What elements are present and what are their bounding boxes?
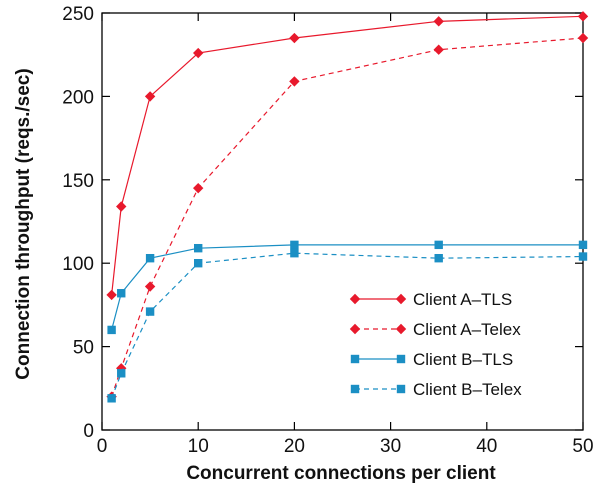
data-point-1 [577,11,589,22]
data-point-4 [145,307,155,316]
x-tick-label: 40 [476,436,497,457]
y-tick-label: 50 [73,338,94,359]
legend-marker [396,384,406,394]
y-axis-label: Connection throughput (reqs./sec) [13,68,34,379]
data-point-3 [434,240,443,250]
data-point-2 [289,76,300,87]
legend-label-3: Client B–TLS [413,350,513,369]
data-point-3 [578,240,588,250]
data-point-4 [290,248,299,258]
plot-frame [101,12,584,431]
legend-marker [396,354,406,364]
y-tick-label: 0 [83,421,94,442]
x-axis-label: Concurrent connections per client [186,463,496,484]
data-point-1 [433,16,444,27]
y-tick-label: 100 [62,254,94,275]
data-point-2 [577,32,589,44]
data-point-2 [193,182,204,194]
data-point-1 [289,32,300,44]
y-tick-label: 250 [62,4,94,25]
legend-marker [349,293,361,305]
plot-area: 0 10 20 30 40 50 0 50 100 150 200 250 Client A–TLS Cl… [62,4,593,457]
legend-marker [350,384,360,394]
data-point-3 [290,240,299,250]
data-point-4 [194,259,203,268]
data-point-3 [194,243,203,253]
x-tick-label: 0 [97,436,108,457]
y-tick-label: 200 [62,87,94,108]
legend-marker [395,293,407,305]
legend-marker [349,323,361,335]
x-tick-label: 10 [188,436,209,457]
data-point-3 [145,253,155,263]
data-point-3 [117,289,126,298]
data-point-1 [106,289,117,301]
data-point-3 [107,325,116,335]
data-point-1 [144,91,156,102]
data-point-4 [434,253,443,263]
series-line-2 [111,37,584,397]
legend-label-4: Client B–Telex [413,380,522,399]
legend-marker [395,323,407,335]
data-point-1 [193,47,204,59]
legend-marker [350,354,360,364]
x-tick-label: 20 [284,436,305,457]
series-line-1 [111,15,584,295]
legend-label-2: Client A–Telex [413,320,521,339]
data-point-4 [578,252,588,261]
data-point-2 [433,44,444,55]
legend-label-1: Client A–TLS [413,290,512,309]
data-point-1 [116,201,127,212]
y-tick-label: 150 [62,171,94,192]
x-tick-label: 50 [572,436,593,457]
data-point-2 [144,281,156,292]
x-tick-label: 30 [380,436,401,457]
data-point-4 [107,394,116,403]
data-point-4 [117,369,126,378]
